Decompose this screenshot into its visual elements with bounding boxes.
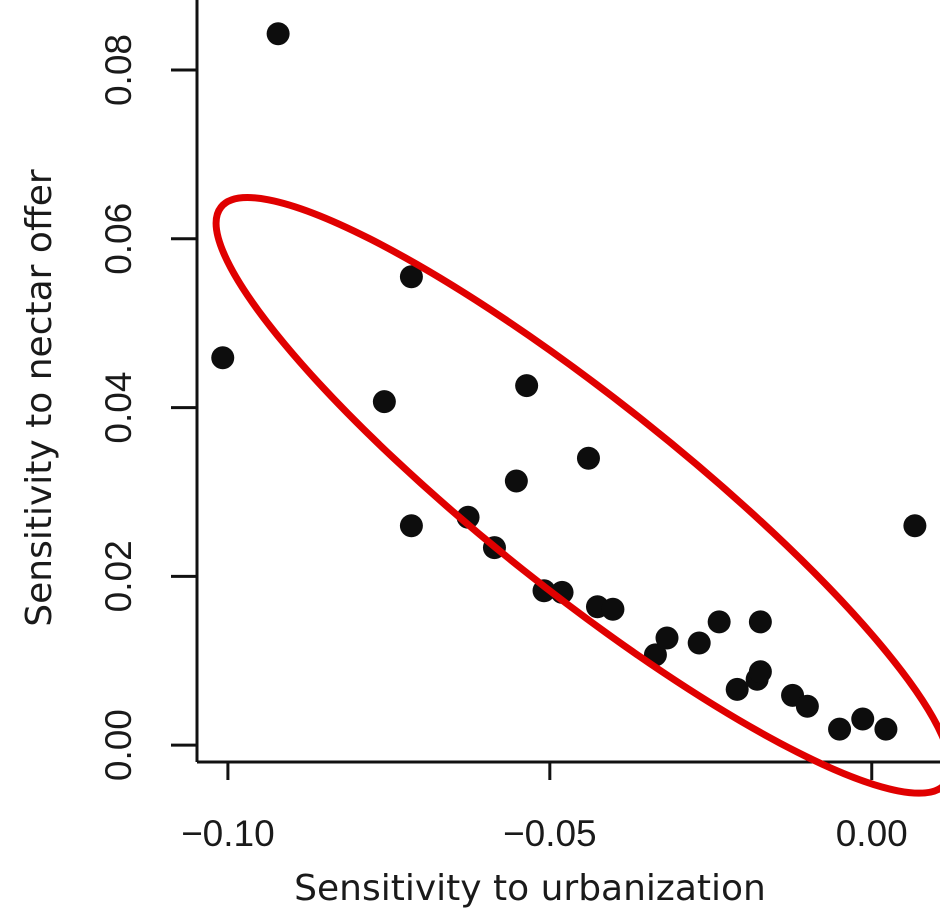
data-point: [504, 469, 528, 493]
data-point: [601, 597, 625, 621]
data-point: [372, 390, 396, 414]
data-point: [851, 707, 875, 731]
x-axis-ticks: −0.10 −0.05 0.00: [181, 762, 908, 854]
y-tick-label: 0.06: [98, 203, 139, 275]
x-tick-label: 0.00: [836, 813, 908, 854]
data-point: [399, 265, 423, 289]
y-tick-label: 0.08: [98, 34, 139, 106]
y-tick-label: 0.02: [98, 540, 139, 612]
y-axis-title: Sensitivity to nectar offer: [19, 169, 60, 627]
data-point: [707, 610, 731, 634]
data-point: [399, 514, 423, 538]
data-point: [874, 717, 898, 741]
x-tick-label: −0.10: [181, 813, 275, 854]
data-point: [515, 374, 539, 398]
y-tick-label: 0.04: [98, 372, 139, 444]
data-point: [748, 660, 772, 684]
y-axis-ticks: 0.00 0.02 0.04 0.06 0.08: [98, 34, 197, 781]
y-tick-label: 0.00: [98, 709, 139, 781]
x-axis-title: Sensitivity to urbanization: [294, 868, 766, 909]
data-point: [748, 610, 772, 634]
data-point: [725, 677, 749, 701]
data-point: [903, 514, 927, 538]
data-point: [211, 346, 235, 370]
data-point: [266, 22, 290, 46]
plot-frame: [195, 0, 940, 764]
highlight-ellipse: [212, 194, 940, 797]
data-point: [687, 631, 711, 655]
data-point: [576, 446, 600, 470]
data-point: [795, 694, 819, 718]
data-point: [655, 626, 679, 650]
data-point: [828, 717, 852, 741]
x-tick-label: −0.05: [503, 813, 597, 854]
